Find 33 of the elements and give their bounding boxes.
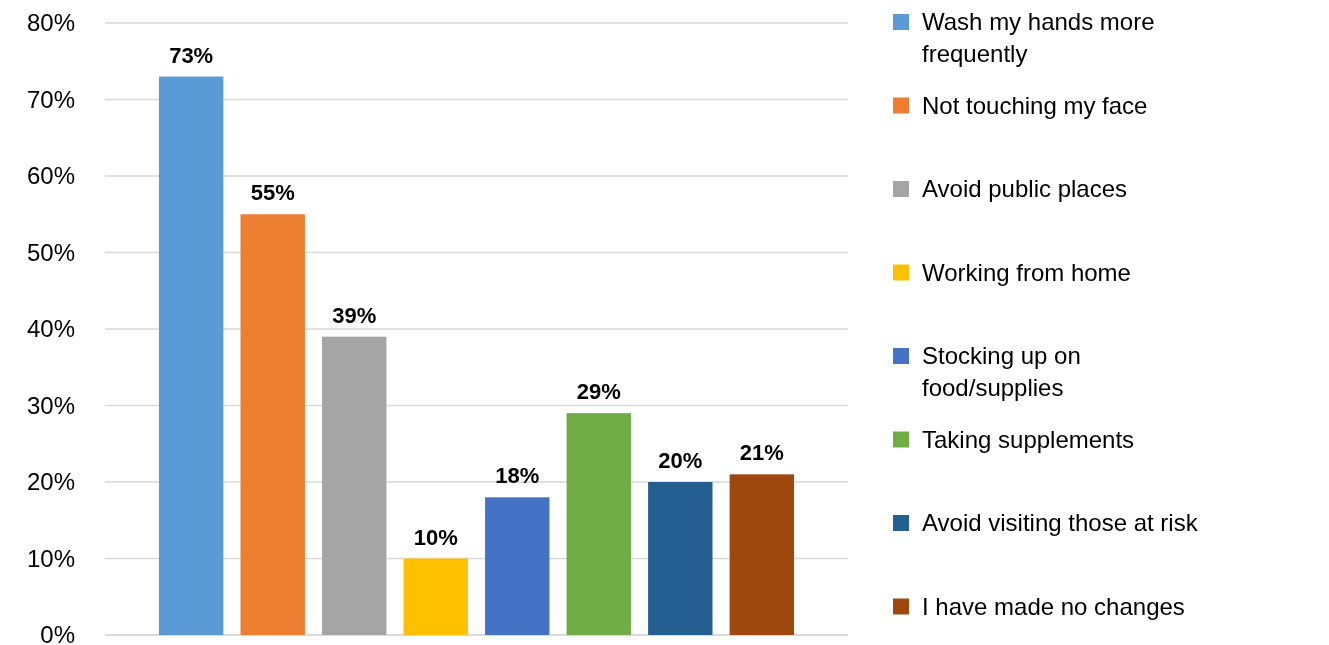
data-label: 10% [413, 524, 458, 550]
data-label: 21% [739, 440, 784, 466]
y-tick-label: 10% [26, 544, 75, 572]
bar [158, 76, 224, 635]
bar [566, 413, 631, 635]
legend-label: Not touching my face [922, 91, 1148, 119]
y-tick-label: 60% [26, 162, 75, 190]
legend-label: Avoid visiting those at risk [922, 509, 1199, 537]
y-tick-label: 0% [40, 621, 75, 645]
bar [403, 558, 468, 635]
data-label: 18% [495, 463, 540, 489]
y-tick-label: 70% [26, 85, 75, 113]
data-label: 39% [332, 302, 377, 328]
y-tick-label: 20% [26, 468, 75, 496]
y-tick-label: 40% [26, 315, 75, 343]
bar [485, 497, 550, 635]
legend-label: Wash my hands more frequently [922, 8, 1155, 68]
data-label: 55% [250, 180, 295, 206]
bar [322, 336, 387, 635]
legend-label: Avoid public places [922, 175, 1128, 203]
bar [729, 474, 795, 635]
y-tick-label: 50% [26, 238, 75, 266]
legend-label: Working from home [922, 258, 1131, 286]
bar [240, 214, 305, 635]
y-tick-label: 30% [26, 391, 75, 419]
legend-label: Stocking up on food/supplies [922, 342, 1081, 402]
y-tick-label: 80% [26, 9, 75, 37]
legend-label: Taking supplements [922, 425, 1135, 453]
data-label: 73% [169, 42, 214, 68]
bar [648, 482, 713, 635]
data-label: 29% [576, 379, 621, 405]
legend-label: I have made no changes [922, 592, 1185, 620]
data-label: 20% [658, 448, 703, 473]
